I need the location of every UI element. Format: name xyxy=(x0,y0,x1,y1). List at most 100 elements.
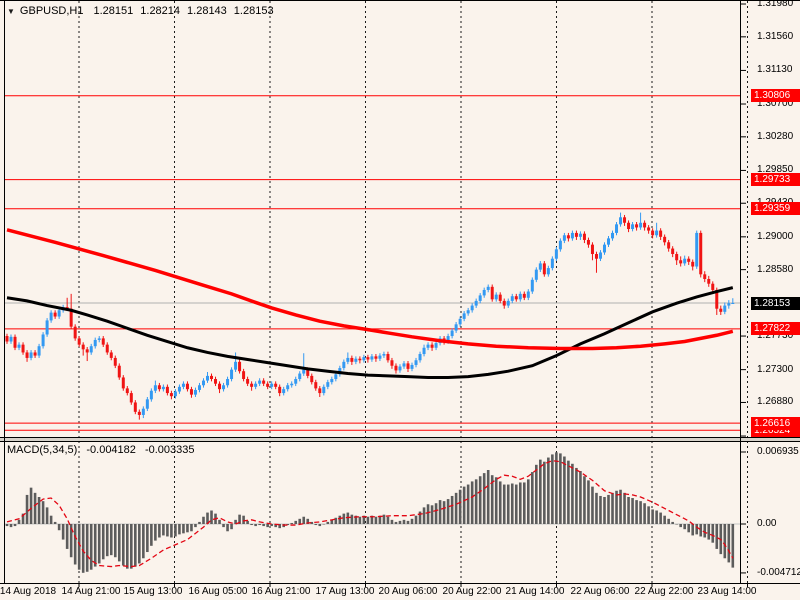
candle-body xyxy=(153,385,157,391)
macd-histogram-bar xyxy=(727,524,731,563)
candle-body xyxy=(707,279,711,284)
macd-histogram-bar xyxy=(93,524,97,567)
candle-body xyxy=(482,289,486,296)
candle-body xyxy=(9,336,13,342)
slow-ma-line xyxy=(6,228,734,351)
macd-histogram-bar xyxy=(117,524,121,562)
macd-histogram-bar xyxy=(619,489,622,524)
macd-histogram-bar xyxy=(639,501,642,524)
macd-histogram-bar xyxy=(599,495,602,524)
macd-histogram-bar xyxy=(398,520,402,524)
candle-body xyxy=(314,382,318,389)
candle-body xyxy=(530,279,534,292)
macd-histogram-bar xyxy=(482,473,486,524)
candle-body xyxy=(157,385,161,390)
macd-histogram-bar xyxy=(258,524,261,526)
macd-histogram-bar xyxy=(506,484,510,524)
macd-histogram-bar xyxy=(587,480,590,524)
macd-histogram-bar xyxy=(326,521,330,524)
macd-histogram-bar xyxy=(366,516,370,524)
macd-histogram-bar xyxy=(298,518,302,524)
candle-body xyxy=(77,338,81,345)
macd-histogram-bar xyxy=(446,499,450,524)
candle-body xyxy=(45,320,49,335)
macd-histogram-bar xyxy=(69,524,73,558)
macd-histogram-bar xyxy=(113,524,117,558)
macd-histogram-bar xyxy=(73,524,77,565)
candle-body xyxy=(570,232,574,239)
macd-histogram-bar xyxy=(286,524,289,526)
candle-body xyxy=(566,235,570,239)
candle-body xyxy=(177,386,181,392)
candle-body xyxy=(574,232,578,237)
candle-body xyxy=(586,239,590,245)
candle-body xyxy=(462,313,466,319)
macd-histogram-bar xyxy=(571,463,574,524)
candle-body xyxy=(286,385,290,390)
macd-histogram-bar xyxy=(663,515,666,524)
macd-histogram-bar xyxy=(527,479,530,524)
macd-histogram-bar xyxy=(659,512,662,524)
candle-body xyxy=(627,222,631,230)
macd-histogram-bar xyxy=(378,515,382,524)
macd-histogram-bar xyxy=(422,507,426,524)
macd-histogram-bar xyxy=(555,452,558,524)
macd-histogram-bar xyxy=(146,524,149,553)
macd-histogram-bar xyxy=(418,511,422,524)
candle-body xyxy=(13,336,17,348)
candle-body xyxy=(414,360,418,365)
candle-body xyxy=(125,388,129,394)
macd-histogram-bar xyxy=(158,524,161,538)
candle-body xyxy=(25,352,29,358)
candle-body xyxy=(671,248,675,255)
macd-histogram-bar xyxy=(514,484,518,524)
macd-histogram-bar xyxy=(518,482,522,524)
macd-histogram-bar xyxy=(262,524,265,527)
candle-body xyxy=(193,389,197,395)
macd-histogram-bar xyxy=(53,521,57,524)
candle-body xyxy=(639,222,643,228)
candle-body xyxy=(450,330,454,337)
candle-body xyxy=(478,295,482,301)
macd-histogram-bar xyxy=(170,524,173,538)
macd-histogram-bar xyxy=(434,503,438,524)
macd-histogram-bar xyxy=(178,524,181,535)
candle-body xyxy=(502,300,506,306)
candle-body xyxy=(222,385,226,390)
macd-histogram-bar xyxy=(254,524,257,527)
candle-body xyxy=(17,344,21,348)
macd-histogram-bar xyxy=(81,524,85,573)
macd-histogram-bar xyxy=(174,524,177,537)
candle-body xyxy=(731,303,735,304)
macd-histogram-bar xyxy=(109,524,113,556)
macd-histogram-bar xyxy=(486,470,490,524)
candle-body xyxy=(57,310,61,317)
macd-histogram-bar xyxy=(442,501,446,524)
macd-histogram-bar xyxy=(25,494,29,524)
candle-body xyxy=(73,326,77,339)
candle-body xyxy=(687,258,691,262)
candle-body xyxy=(546,268,550,275)
candle-body xyxy=(562,235,566,241)
candle-body xyxy=(270,383,274,387)
candle-body xyxy=(506,300,510,306)
candle-body xyxy=(558,240,562,250)
candle-body xyxy=(723,305,727,312)
candle-body xyxy=(226,379,230,386)
macd-histogram-bar xyxy=(635,500,638,524)
macd-histogram-bar xyxy=(535,464,538,524)
macd-histogram-bar xyxy=(539,459,542,524)
candle-body xyxy=(703,274,707,280)
candle-body xyxy=(631,224,635,230)
macd-histogram-bar xyxy=(715,524,719,549)
macd-histogram-bar xyxy=(350,514,354,524)
candle-body xyxy=(218,383,222,390)
candle-body xyxy=(514,296,518,300)
candle-body xyxy=(691,261,695,267)
candle-body xyxy=(518,293,522,300)
candle-body xyxy=(21,344,25,353)
candle-body xyxy=(382,354,386,356)
candle-body xyxy=(346,357,350,362)
candle-body xyxy=(406,363,410,369)
